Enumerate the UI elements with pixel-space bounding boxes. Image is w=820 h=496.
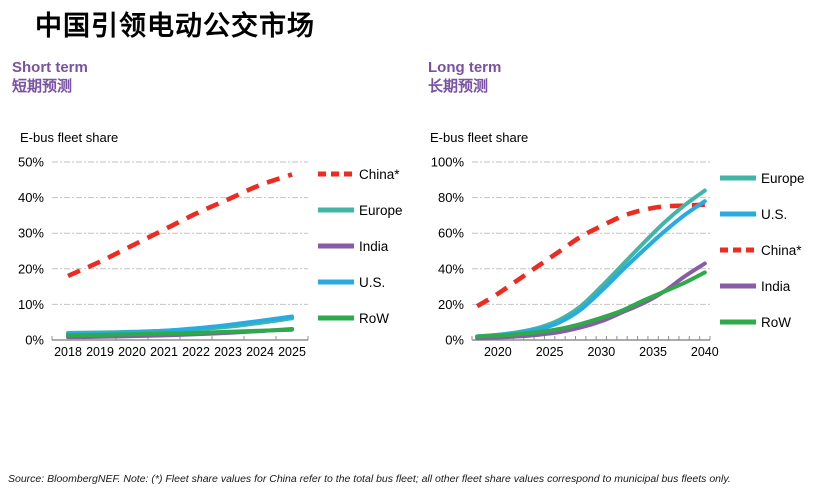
x-tick-label: 2025	[278, 345, 306, 359]
legend-label: U.S.	[761, 206, 788, 222]
legend-label: RoW	[359, 310, 389, 326]
legend-item-europe: Europe	[720, 160, 805, 196]
x-tick-label: 2022	[182, 345, 210, 359]
x-tick-label: 2021	[150, 345, 178, 359]
x-tick-label: 2020	[118, 345, 146, 359]
y-tick-label: 20%	[438, 297, 464, 312]
x-tick-label: 2024	[246, 345, 274, 359]
legend-swatch-us	[720, 211, 756, 217]
long-term-axis-label: E-bus fleet share	[430, 130, 529, 145]
y-tick-label: 60%	[438, 226, 464, 241]
series-line-europe	[475, 188, 707, 339]
legend-label: India	[359, 238, 389, 254]
x-tick-label: 2040	[691, 345, 719, 359]
legend-swatch-india	[720, 283, 756, 289]
series-line-china	[475, 202, 705, 309]
legend-label: India	[761, 278, 791, 294]
legend-item-india: India	[318, 228, 403, 264]
short-term-axis-label: E-bus fleet share	[20, 130, 119, 145]
legend-label: U.S.	[359, 274, 386, 290]
source-note: Source: BloombergNEF. Note: (*) Fleet sh…	[8, 473, 731, 485]
y-tick-label: 0%	[25, 333, 44, 348]
legend-item-china: China*	[720, 232, 805, 268]
legend-item-us: U.S.	[318, 264, 403, 300]
y-tick-label: 20%	[18, 261, 44, 276]
series-line-china	[67, 172, 293, 279]
short-term-subtitle-en: Short term	[12, 59, 88, 76]
series-line-row	[475, 270, 707, 339]
long-term-chart: 0% 20% 40% 60% 80% 100% 2020 2025 2030 2035 2040	[431, 155, 719, 360]
legend-item-europe: Europe	[318, 192, 403, 228]
legend-item-us: U.S.	[720, 196, 805, 232]
short-term-subtitle: Short term 短期预测	[12, 58, 88, 96]
legend-swatch-us	[318, 279, 354, 285]
y-tick-label: 40%	[18, 190, 44, 205]
legend-label: RoW	[761, 314, 791, 330]
long-term-subtitle: Long term 长期预测	[428, 58, 501, 96]
legend-swatch-china	[720, 247, 756, 253]
long-term-subtitle-zh: 长期预测	[428, 78, 489, 95]
legend-label: China*	[761, 242, 802, 258]
legend-item-row: RoW	[720, 304, 805, 340]
x-tick-label: 2030	[587, 345, 615, 359]
long-term-legend: Europe U.S. China* India RoW	[720, 160, 805, 340]
legend-swatch-europe	[318, 207, 354, 213]
legend-swatch-row	[318, 315, 354, 321]
legend-swatch-india	[318, 243, 354, 249]
short-term-subtitle-zh: 短期预测	[12, 78, 73, 95]
y-tick-label: 40%	[438, 261, 464, 276]
series-line-row	[66, 327, 294, 338]
y-tick-label: 0%	[445, 333, 464, 348]
y-tick-label: 50%	[18, 155, 44, 170]
x-tick-label: 2025	[536, 345, 564, 359]
legend-label: Europe	[359, 202, 403, 218]
y-tick-label: 10%	[18, 297, 44, 312]
long-term-subtitle-en: Long term	[428, 59, 502, 76]
y-tick-label: 100%	[431, 155, 465, 170]
y-tick-label: 30%	[18, 226, 44, 241]
legend-swatch-china	[318, 171, 354, 177]
short-term-chart: 0% 10% 20% 30% 40% 50% 2018 2019 2020 2021 2022 202…	[18, 155, 309, 359]
legend-item-india: India	[720, 268, 805, 304]
legend-swatch-row	[720, 319, 756, 325]
page-title: 中国引领电动公交市场	[35, 11, 315, 41]
x-tick-label: 2035	[639, 345, 667, 359]
legend-swatch-europe	[720, 175, 756, 181]
legend-label: Europe	[761, 170, 805, 186]
x-tick-label: 2023	[214, 345, 242, 359]
x-tick-label: 2018	[54, 345, 82, 359]
x-tick-label: 2019	[86, 345, 114, 359]
legend-item-china: China*	[318, 156, 403, 192]
y-tick-label: 80%	[438, 190, 464, 205]
legend-item-row: RoW	[318, 300, 403, 336]
short-term-legend: China* Europe India U.S. RoW	[318, 156, 403, 336]
legend-label: China*	[359, 166, 400, 182]
x-tick-label: 2020	[484, 345, 512, 359]
